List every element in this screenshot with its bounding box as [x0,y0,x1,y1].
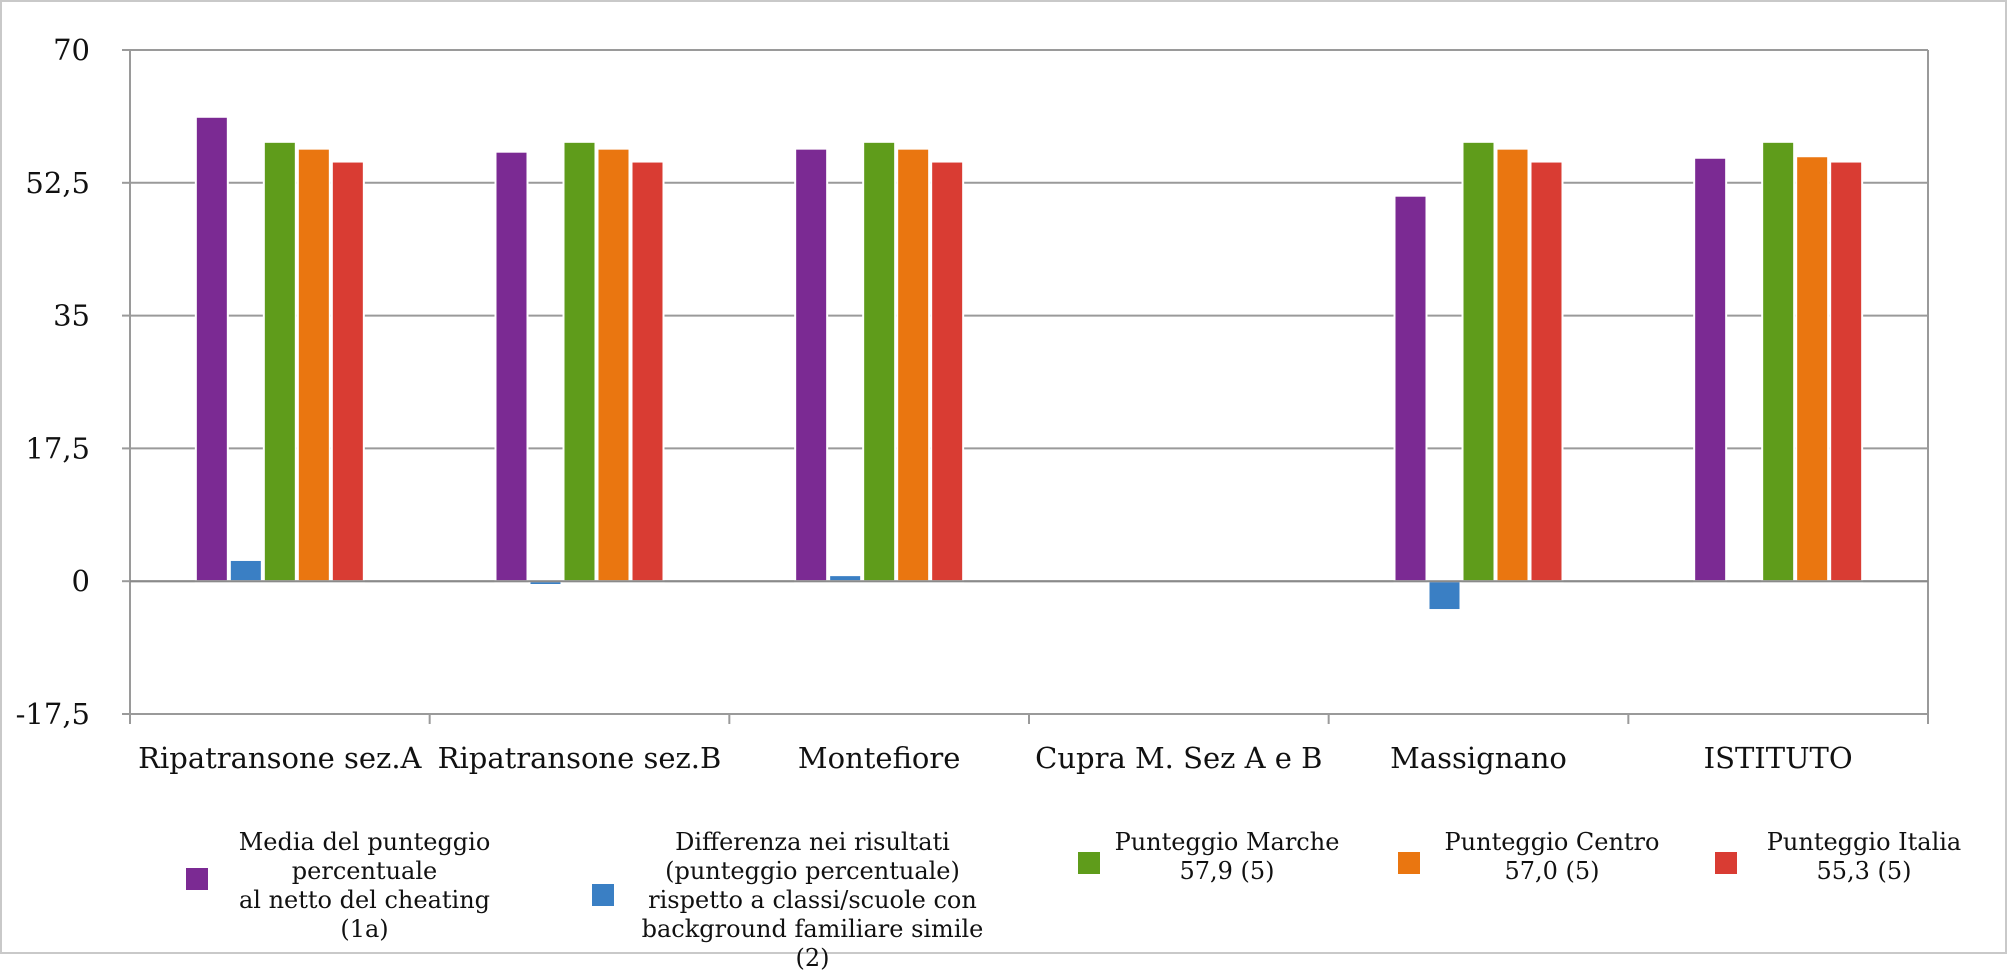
bar [1761,140,1796,583]
bar [794,147,829,583]
bar [596,147,631,583]
y-tick-label: 70 [53,33,90,67]
bar [896,147,931,583]
legend-label: Punteggio Centro 57,0 (5) [1444,828,1660,885]
bar [1461,140,1496,583]
legend-label: Punteggio Marche 57,9 (5) [1114,828,1340,885]
bar [262,140,297,583]
x-tick-label: ISTITUTO [1704,741,1853,775]
legend-swatch [592,884,614,906]
x-tick-label: Ripatransone sez.A [138,741,422,775]
y-tick-label: 52,5 [25,166,90,200]
legend-label: Differenza nei risultati (punteggio perc… [641,828,984,972]
bar [1829,160,1864,583]
y-tick-label: -17,5 [16,697,90,731]
bar [862,140,897,583]
bar [1427,580,1462,612]
y-tick-label: 17,5 [25,431,90,465]
bar [494,150,529,583]
bars [194,115,1864,612]
bar [1495,147,1530,583]
legend-label: Media del punteggio percentuale al netto… [238,828,491,943]
bar [330,160,365,583]
x-tick-label: Massignano [1390,741,1567,775]
bar [630,160,665,583]
bar [194,115,229,583]
bar [228,558,263,583]
legend-label: Punteggio Italia 55,3 (5) [1766,828,1962,885]
y-tick-label: 0 [72,564,90,598]
legend: Media del punteggio percentuale al netto… [0,828,2008,972]
legend-swatch [1398,852,1420,874]
legend-swatch [1715,852,1737,874]
bar [1795,155,1830,583]
x-tick-label: Cupra M. Sez A e B [1035,741,1322,775]
bar [562,140,597,583]
bar [930,160,965,583]
bar [1693,156,1728,583]
bar [296,147,331,583]
bar [1529,160,1564,583]
axis-labels: 70 52,5 35 17,5 0 -17,5 Ripatransone sez.A Ripa… [16,33,1853,775]
x-tick-label: Montefiore [798,741,960,775]
gridlines [130,49,1928,715]
x-tick-label: Ripatransone sez.B [438,741,722,775]
axes [122,49,1929,724]
legend-swatch [1078,852,1100,874]
bar [1393,194,1428,583]
y-tick-label: 35 [53,299,90,333]
chart-border [0,0,2007,954]
legend-swatch [186,868,208,890]
